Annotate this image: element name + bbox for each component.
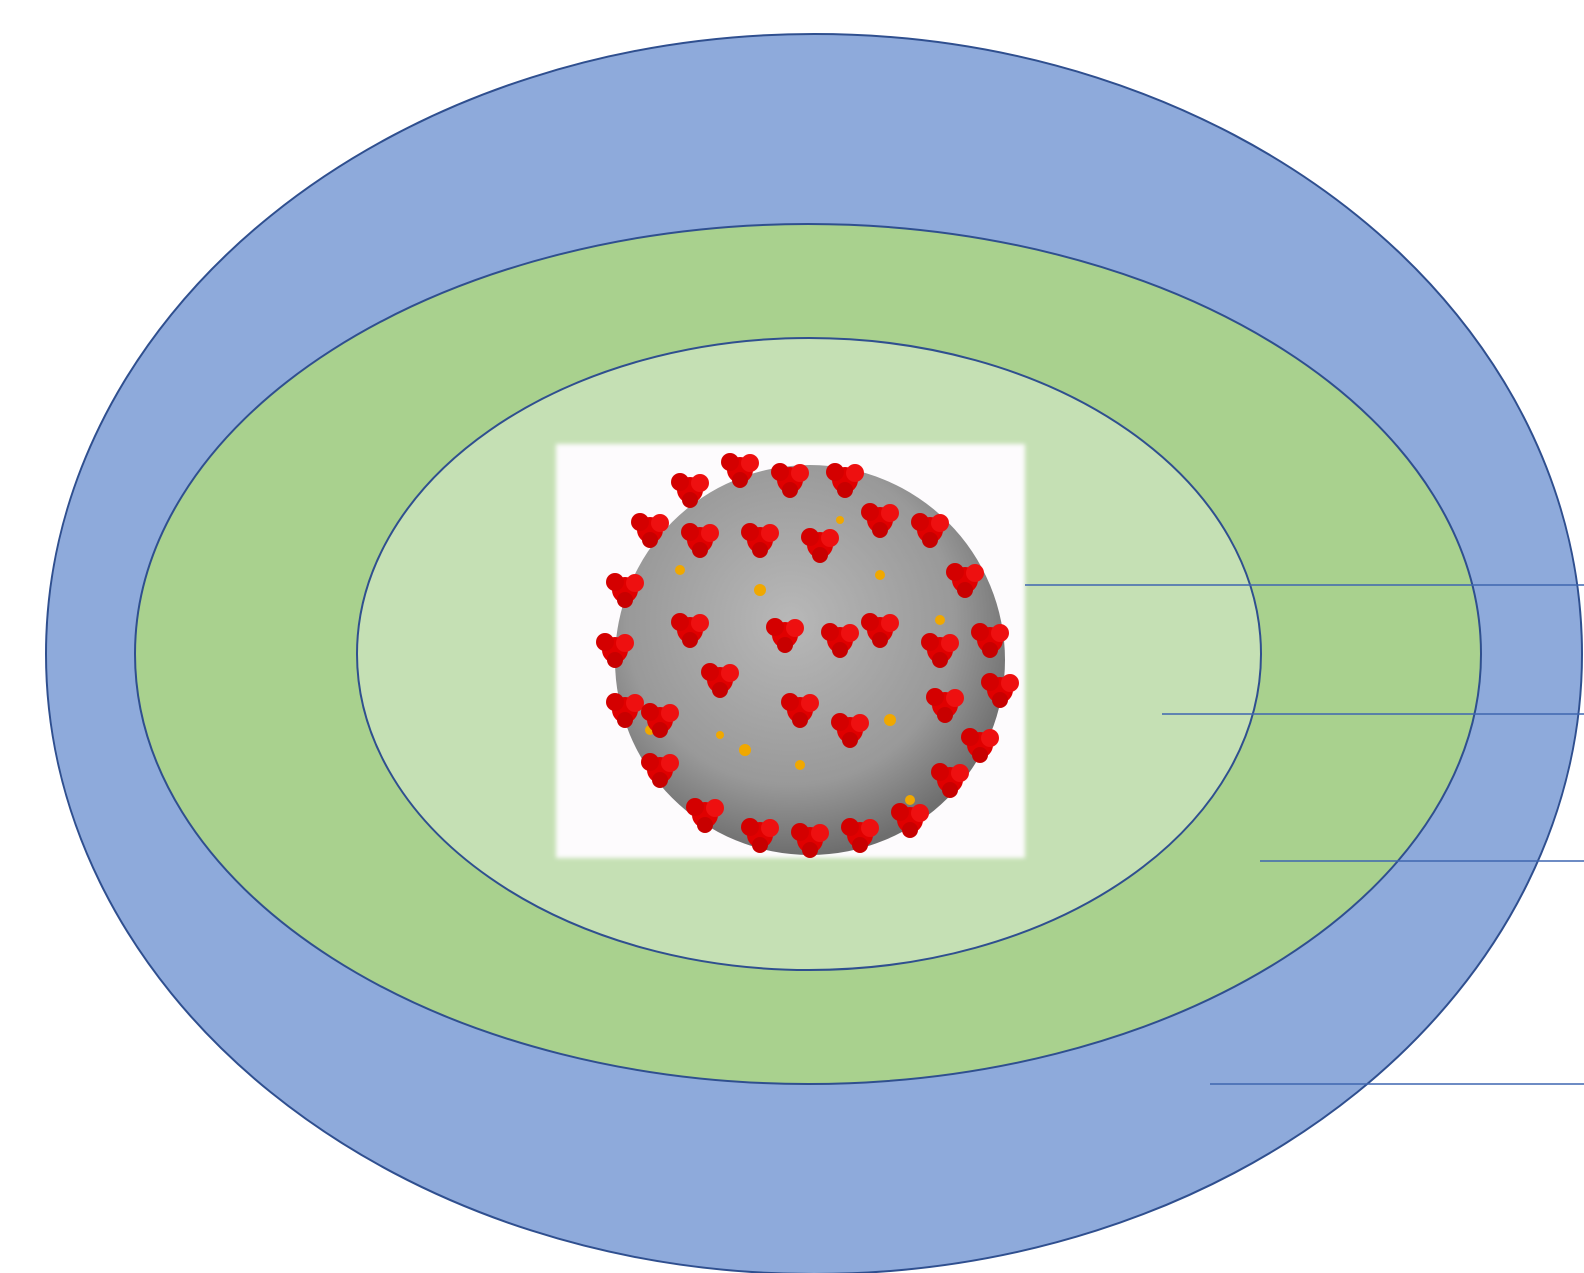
leader-lines — [1025, 584, 1584, 1085]
virus-image — [556, 444, 1025, 858]
